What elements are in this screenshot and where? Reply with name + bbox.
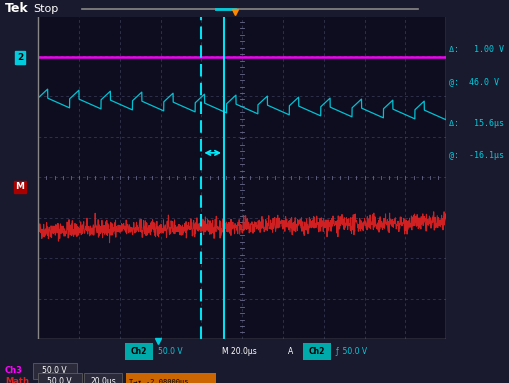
Text: 20.0μs: 20.0μs xyxy=(90,377,116,383)
Bar xyxy=(38,373,81,383)
Text: M 20.0μs: M 20.0μs xyxy=(221,347,256,356)
Bar xyxy=(33,363,76,378)
Text: Ch2: Ch2 xyxy=(308,347,325,356)
Text: Ch3: Ch3 xyxy=(5,366,23,375)
Text: 2: 2 xyxy=(17,53,23,62)
Text: Stop: Stop xyxy=(33,3,59,14)
Bar xyxy=(126,373,215,383)
Bar xyxy=(84,373,122,383)
Text: A: A xyxy=(288,347,293,356)
Text: Tek: Tek xyxy=(5,2,29,15)
Text: T→▾ -2.08000μs: T→▾ -2.08000μs xyxy=(128,379,188,383)
Text: @:  -16.1μs: @: -16.1μs xyxy=(448,151,503,160)
Text: M: M xyxy=(15,182,24,192)
Bar xyxy=(125,343,153,360)
Text: Ch2: Ch2 xyxy=(130,347,147,356)
Text: Δ:   1.00 V: Δ: 1.00 V xyxy=(448,45,503,54)
Text: 50.0 V: 50.0 V xyxy=(47,377,72,383)
Text: Math: Math xyxy=(5,377,29,383)
Text: ƒ  50.0 V: ƒ 50.0 V xyxy=(335,347,367,356)
Bar xyxy=(303,343,331,360)
Text: Δ:   15.6μs: Δ: 15.6μs xyxy=(448,119,503,128)
Text: @:  46.0 V: @: 46.0 V xyxy=(448,77,498,86)
Text: 50.0 V: 50.0 V xyxy=(158,347,182,356)
Text: 50.0 V: 50.0 V xyxy=(42,366,67,375)
